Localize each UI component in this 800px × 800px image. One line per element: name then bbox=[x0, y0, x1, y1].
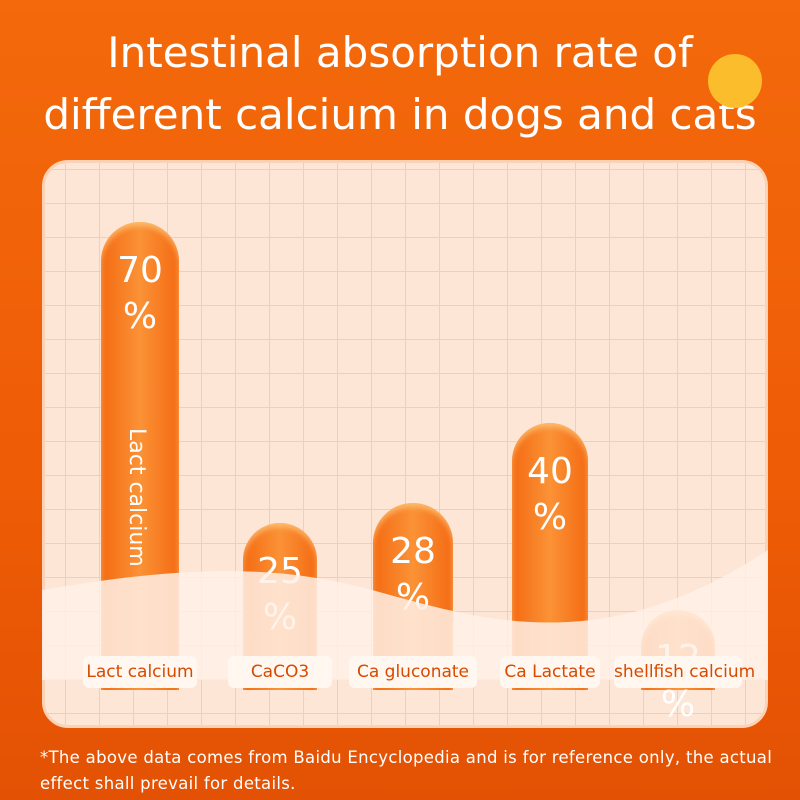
value-label: 70 % bbox=[117, 250, 163, 337]
bar-annotation: Lact calcium bbox=[124, 428, 149, 567]
x-tick-label: Lact calcium bbox=[83, 656, 197, 688]
decor-circle bbox=[708, 54, 762, 108]
value-label: 40 % bbox=[527, 450, 573, 538]
x-tick-label: Ca Lactate bbox=[500, 656, 600, 688]
chart-title: Intestinal absorption rate of different … bbox=[43, 28, 757, 139]
x-tick-label: shellfish calcium bbox=[614, 656, 755, 688]
x-tick-label: Ca gluconate bbox=[349, 656, 477, 688]
wave bbox=[42, 550, 768, 680]
footnote: *The above data comes from Baidu Encyclo… bbox=[40, 748, 773, 793]
x-tick-label: CaCO3 bbox=[228, 656, 332, 688]
